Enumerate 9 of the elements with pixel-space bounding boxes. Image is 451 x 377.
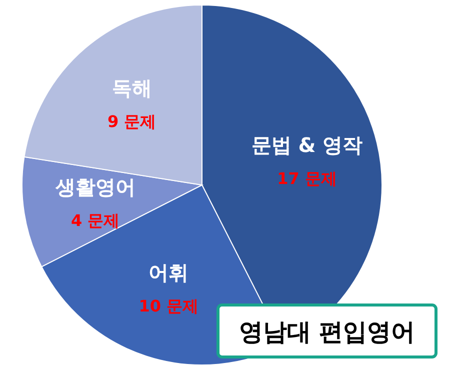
slice-label: 문법 & 영작 <box>251 132 363 157</box>
data-label: 17 문제 <box>277 168 337 188</box>
data-label: 9 문제 <box>108 112 156 131</box>
text: 영남대 편입영어 <box>238 318 416 346</box>
data-label: 4 문제 <box>70 210 120 230</box>
slice-label: 생활영어 <box>54 174 136 199</box>
slice-label: 독해 <box>112 76 152 100</box>
data-label: 10 문제 <box>138 296 199 316</box>
slice-label: 어휘 <box>148 260 189 285</box>
